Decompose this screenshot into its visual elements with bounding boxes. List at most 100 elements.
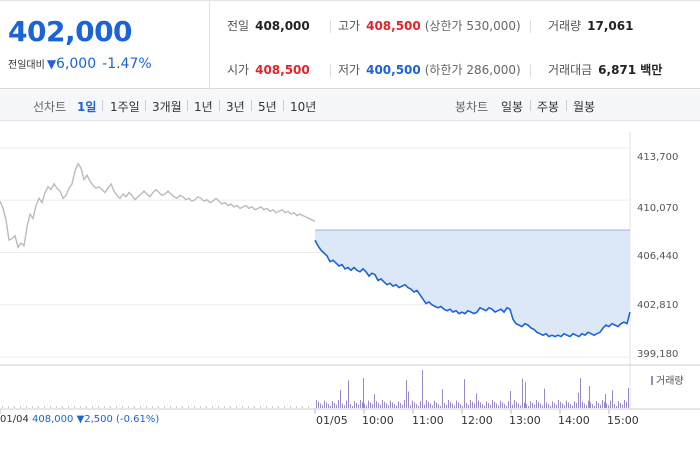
prev-day-volume-bar <box>308 406 309 408</box>
volume-bar <box>592 404 593 408</box>
high-label: 고가 <box>338 19 361 33</box>
period-3m-button[interactable]: 3개월 <box>152 100 182 114</box>
prev-day-volume-bar <box>224 406 225 408</box>
prev-day-summary: 01/04 408,000 ▼2,500 (-0.61%) <box>0 414 159 425</box>
volume-bar <box>588 400 589 408</box>
volume-bar <box>454 405 455 408</box>
prev-close-stat: 전일 408,000 <box>227 17 310 34</box>
volume-bar <box>580 378 581 408</box>
volume-bar <box>410 405 411 408</box>
prev-day-volume-bar <box>74 406 75 408</box>
today-area-fill <box>315 229 630 337</box>
y-tick-label: 402,810 <box>637 300 679 311</box>
prev-day-volume-bar <box>230 406 231 408</box>
prev-day-volume-bar <box>296 406 297 408</box>
volume-bar <box>594 406 595 408</box>
volume-bar <box>388 405 389 408</box>
period-1w-button[interactable]: 1주일 <box>110 100 140 114</box>
prev-day-volume-bar <box>272 406 273 408</box>
prev-day-volume-bar <box>38 406 39 408</box>
volume-bar <box>426 400 427 408</box>
volume-bar <box>436 402 437 408</box>
prev-day-volume-bar <box>50 406 51 408</box>
volume-bar <box>320 403 321 408</box>
volume-bar <box>392 402 393 408</box>
volume-bar <box>542 405 543 408</box>
prev-day-volume-bar <box>110 406 111 408</box>
prev-day-volume-bar <box>176 406 177 408</box>
period-10y-button[interactable]: 10년 <box>290 100 317 114</box>
chart-toolbar: 선차트 1일 1주일 3개월 1년 3년 5년 10년 봉차트 일봉 주봉 월봉 <box>0 89 700 121</box>
volume-bar <box>508 401 509 408</box>
line-chart-label: 선차트 <box>33 100 67 114</box>
volume-bar <box>484 406 485 408</box>
volume-bar <box>346 400 347 408</box>
volume-bar <box>458 402 459 408</box>
low-label: 저가 <box>338 63 361 77</box>
divider <box>330 64 331 77</box>
x-axis-ticks <box>0 409 610 414</box>
volume-bar <box>518 403 519 408</box>
weekly-candle-button[interactable]: 주봉 <box>537 100 560 114</box>
open-label: 시가 <box>227 63 250 77</box>
prev-day-volume-bar <box>146 406 147 408</box>
daily-candle-button[interactable]: 일봉 <box>501 100 524 114</box>
today-price-line <box>314 239 631 338</box>
period-3y-button[interactable]: 3년 <box>226 100 245 114</box>
high-value: 408,500 <box>366 19 421 33</box>
volume-bar <box>404 400 405 408</box>
volume-bar <box>538 401 539 408</box>
prev-day-volume-bar <box>242 406 243 408</box>
divider <box>219 100 220 111</box>
volume-bar <box>496 403 497 408</box>
period-1y-button[interactable]: 1년 <box>194 100 213 114</box>
divider <box>145 100 146 111</box>
x-tick-label: 14:00 <box>558 414 590 427</box>
volume-bar <box>498 405 499 408</box>
volume-bar <box>556 404 557 408</box>
prev-day-volume-bar <box>182 406 183 408</box>
volume-bar <box>624 400 625 408</box>
prev-close-value: 408,000 <box>255 19 310 33</box>
price-change-row: 전일대비 ▼6,000 -1.47% <box>8 56 152 72</box>
volume-bar <box>430 403 431 408</box>
volume-bar <box>412 400 413 408</box>
y-tick-label: 413,700 <box>637 152 679 163</box>
prev-day-volume-bar <box>98 406 99 408</box>
volume-bar <box>612 390 613 408</box>
prev-day-volume-bar <box>80 406 81 408</box>
prev-day-volume-bar <box>92 406 93 408</box>
prev-day-volume-bar <box>170 406 171 408</box>
volume-bar <box>622 404 623 408</box>
volume-bar <box>376 401 377 408</box>
period-5y-button[interactable]: 5년 <box>258 100 277 114</box>
volume-bar <box>366 405 367 408</box>
volume-bar <box>520 405 521 408</box>
amount-label: 거래대금 <box>548 63 593 77</box>
volume-bar <box>372 404 373 408</box>
monthly-candle-button[interactable]: 월봉 <box>573 100 596 114</box>
prev-day-volume-bar <box>164 406 165 408</box>
volume-bar <box>510 391 511 408</box>
volume-label: 거래량 <box>548 19 582 33</box>
period-1d-button[interactable]: 1일 <box>77 100 97 114</box>
volume-bar <box>562 403 563 408</box>
volume-legend-label: 거래량 <box>656 376 684 387</box>
volume-bar <box>582 401 583 408</box>
prev-day-volume-bar <box>212 406 213 408</box>
volume-bar <box>418 406 419 408</box>
prev-day-volume-bar <box>248 406 249 408</box>
prev-day-volume-bar <box>122 406 123 408</box>
prev-day-volume-bar <box>200 406 201 408</box>
volume-bar <box>528 406 529 408</box>
volume-bar <box>490 404 491 408</box>
open-value: 408,500 <box>255 63 310 77</box>
volume-bar <box>488 403 489 408</box>
volume-bar <box>544 388 545 408</box>
divider <box>530 20 531 33</box>
volume-bar <box>414 402 415 408</box>
prev-day-volume-bar <box>158 406 159 408</box>
volume-bar <box>614 404 615 408</box>
volume-bar <box>524 402 525 408</box>
volume-bar <box>550 406 551 408</box>
